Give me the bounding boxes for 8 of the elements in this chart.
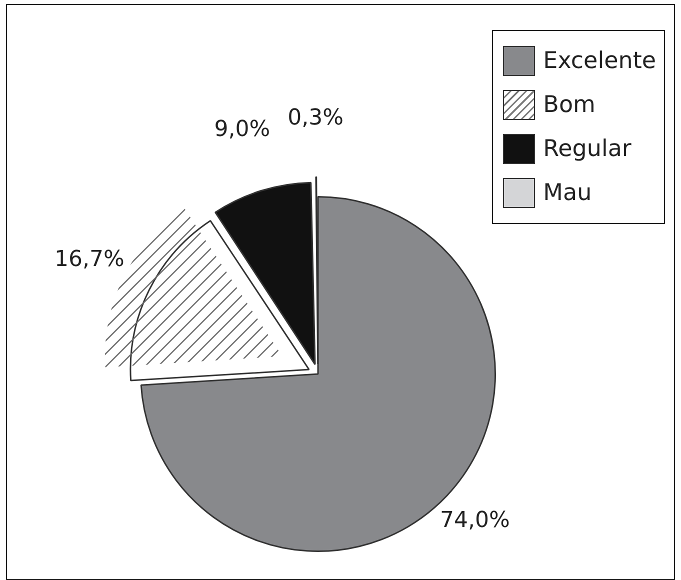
data-label: 16,7% <box>54 246 124 272</box>
data-label: 74,0% <box>440 508 510 534</box>
legend-label: Regular <box>543 136 632 162</box>
data-label: 9,0% <box>214 116 270 142</box>
legend-label: Bom <box>543 92 596 118</box>
legend-label: Mau <box>543 180 592 206</box>
data-label: 0,3% <box>288 105 344 130</box>
legend-label: Excelente <box>543 48 656 74</box>
